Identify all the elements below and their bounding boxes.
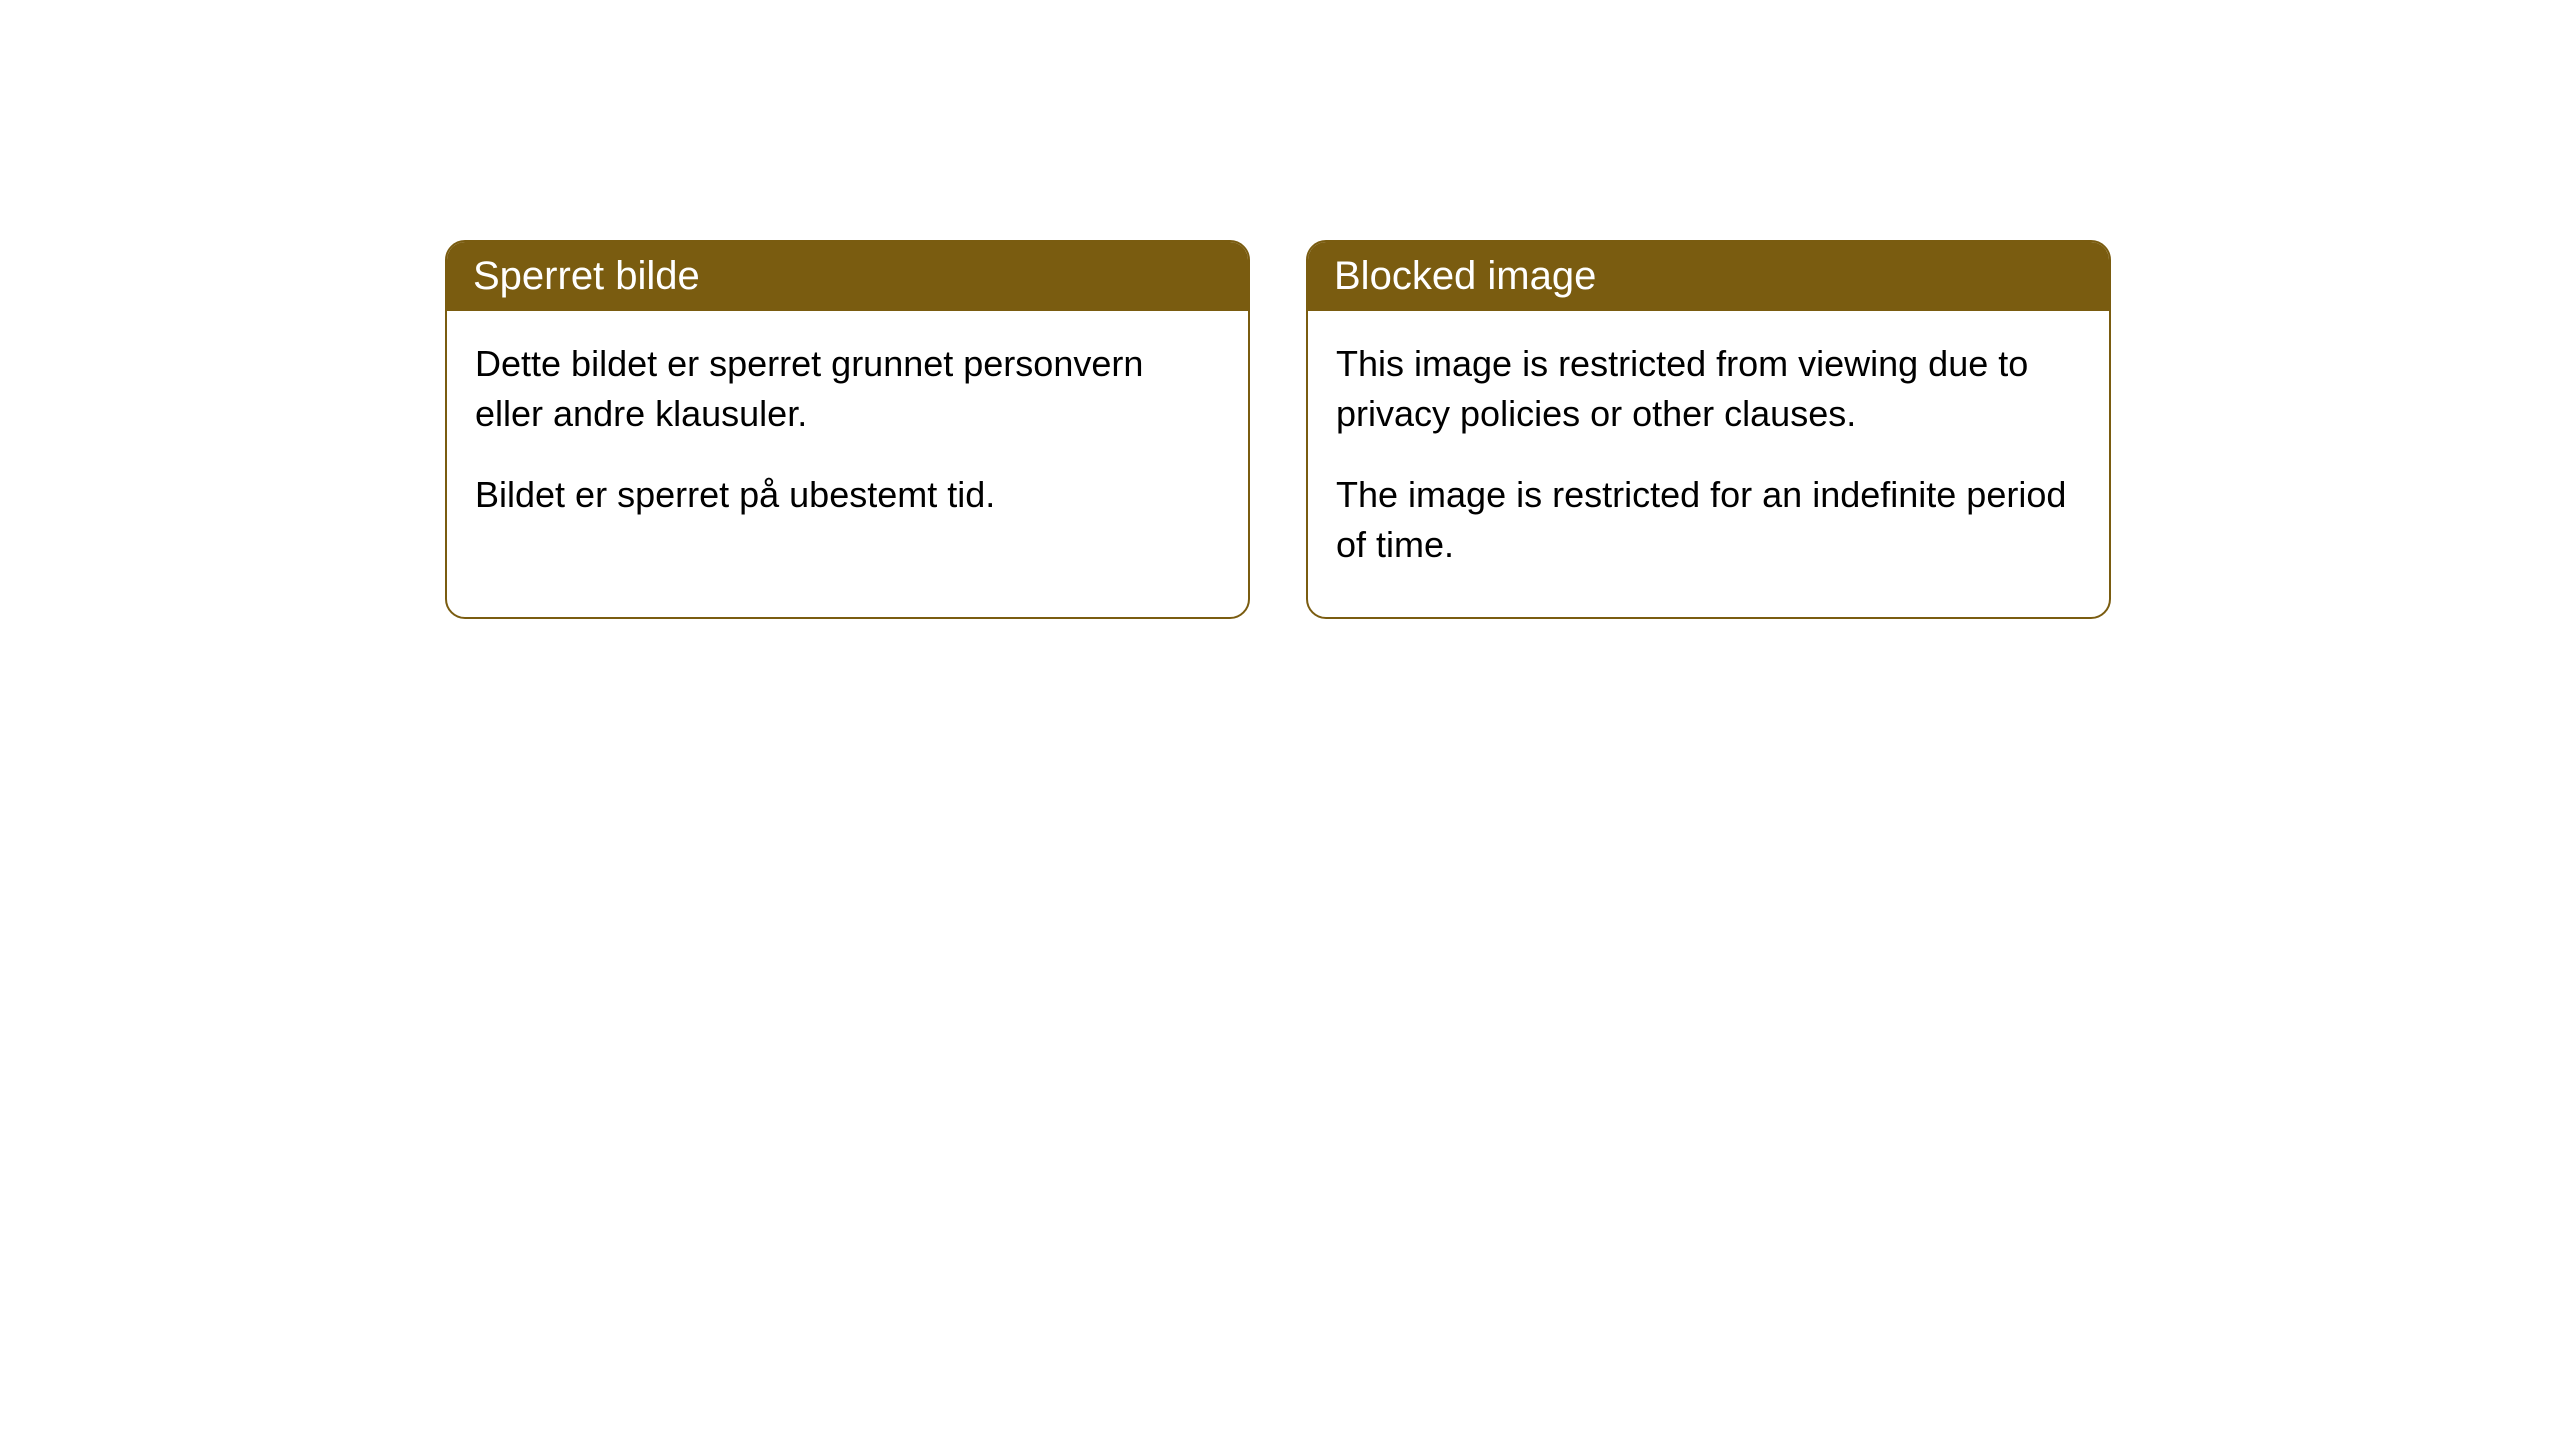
card-paragraph: The image is restricted for an indefinit… (1336, 470, 2081, 571)
card-body: This image is restricted from viewing du… (1308, 311, 2109, 617)
blocked-image-card-norwegian: Sperret bilde Dette bildet er sperret gr… (445, 240, 1250, 619)
card-paragraph: This image is restricted from viewing du… (1336, 339, 2081, 440)
card-paragraph: Dette bildet er sperret grunnet personve… (475, 339, 1220, 440)
card-title: Blocked image (1334, 254, 1596, 298)
card-header: Blocked image (1308, 242, 2109, 311)
card-title: Sperret bilde (473, 254, 700, 298)
cards-container: Sperret bilde Dette bildet er sperret gr… (0, 0, 2560, 619)
card-body: Dette bildet er sperret grunnet personve… (447, 311, 1248, 566)
blocked-image-card-english: Blocked image This image is restricted f… (1306, 240, 2111, 619)
card-paragraph: Bildet er sperret på ubestemt tid. (475, 470, 1220, 520)
card-header: Sperret bilde (447, 242, 1248, 311)
